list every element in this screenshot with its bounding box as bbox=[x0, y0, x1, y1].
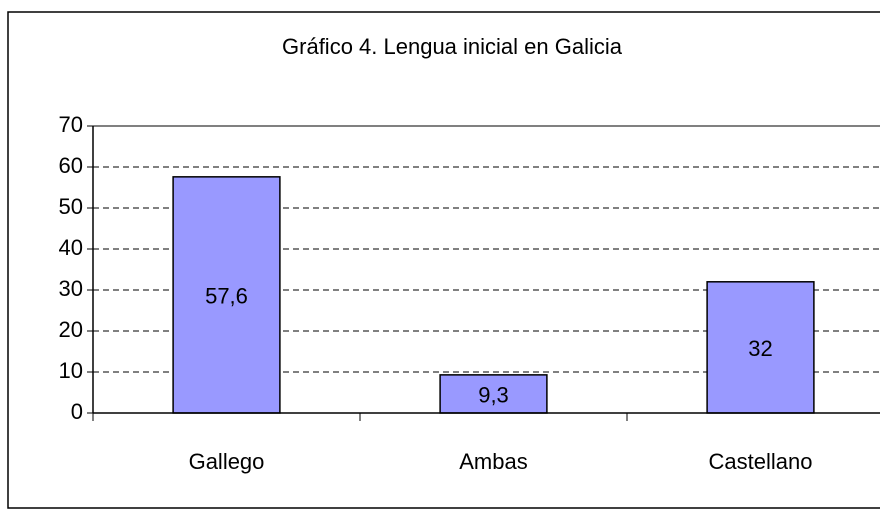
y-tick-label: 60 bbox=[59, 153, 83, 178]
x-tick-label: Gallego bbox=[189, 449, 265, 474]
y-tick-label: 70 bbox=[59, 112, 83, 137]
chart-title: Gráfico 4. Lengua inicial en Galicia bbox=[282, 34, 623, 59]
chart-frame bbox=[7, 11, 880, 509]
y-tick-label: 20 bbox=[59, 317, 83, 342]
y-tick-label: 30 bbox=[59, 276, 83, 301]
x-tick-label: Castellano bbox=[709, 449, 813, 474]
y-tick-label: 40 bbox=[59, 235, 83, 260]
bar bbox=[706, 281, 815, 414]
y-tick-label: 10 bbox=[59, 358, 83, 383]
x-tick-label: Ambas bbox=[459, 449, 527, 474]
y-tick-label: 50 bbox=[59, 194, 83, 219]
data-label: 57,6 bbox=[205, 284, 248, 309]
bar bbox=[172, 176, 281, 414]
data-label: 9,3 bbox=[478, 383, 509, 408]
y-tick-label: 0 bbox=[71, 399, 83, 424]
data-label: 32 bbox=[748, 336, 772, 361]
